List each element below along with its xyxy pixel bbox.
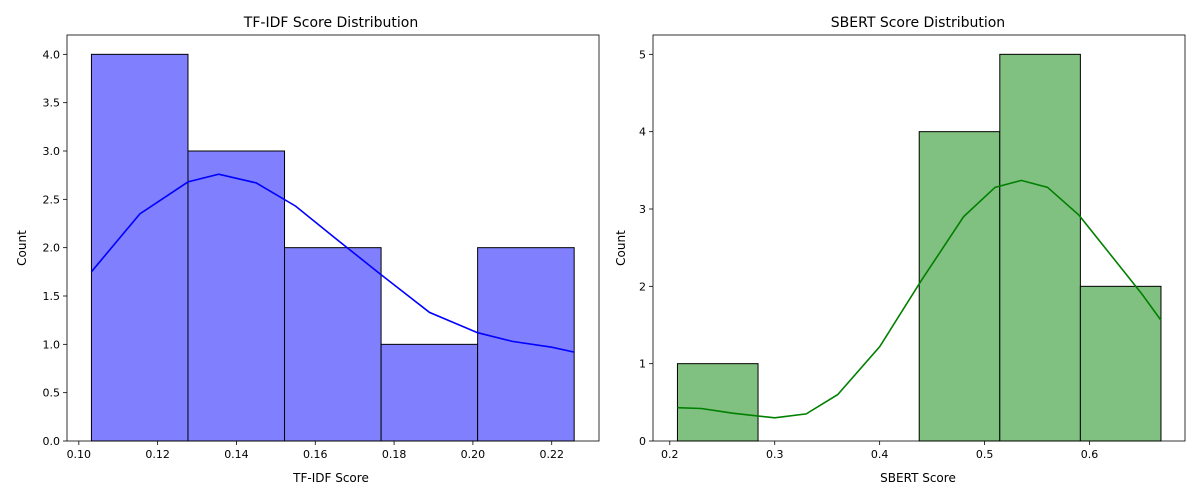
- x-tick-label: 0.22: [539, 448, 564, 461]
- x-axis-ticks: 0.10 0.12 0.14 0.16 0.18 0.20 0.22: [67, 441, 564, 461]
- y-tick-label: 0.0: [43, 435, 61, 448]
- x-tick-label: 0.4: [871, 448, 889, 461]
- x-tick-label: 0.16: [303, 448, 328, 461]
- y-tick-label: 5: [639, 48, 646, 61]
- histogram-bars: [676, 53, 1162, 442]
- y-tick-label: 2: [639, 280, 646, 293]
- y-tick-label: 3: [639, 203, 646, 216]
- histogram-bar: [999, 53, 1081, 442]
- x-tick-label: 0.6: [1081, 448, 1099, 461]
- histogram-bar: [284, 247, 382, 442]
- x-axis-ticks: 0.2 0.3 0.4 0.5 0.6: [661, 441, 1098, 461]
- x-axis-label: SBERT Score: [880, 471, 956, 485]
- plot-frame: [66, 34, 600, 442]
- x-tick-label: 0.5: [976, 448, 994, 461]
- y-tick-label: 1: [639, 358, 646, 371]
- histogram-bar: [918, 131, 1001, 442]
- y-tick-label: 3.5: [43, 97, 61, 110]
- histogram-bars: [90, 53, 575, 442]
- y-axis-label: Count: [614, 230, 628, 266]
- y-tick-label: 2.0: [43, 242, 61, 255]
- y-tick-label: 0: [639, 435, 646, 448]
- chart-title: TF-IDF Score Distribution: [243, 15, 418, 31]
- tfidf-histogram-panel: TF-IDF Score Distribution TF-IDF Score C…: [15, 15, 600, 485]
- histogram-bar: [187, 150, 286, 442]
- chart-title: SBERT Score Distribution: [831, 15, 1005, 31]
- sbert-histogram-panel: SBERT Score Distribution SBERT Score Cou…: [614, 15, 1186, 485]
- histogram-bar: [1079, 285, 1162, 442]
- y-tick-label: 1.0: [43, 338, 61, 351]
- kde-curve: [677, 179, 1162, 419]
- kde-curve: [90, 173, 575, 353]
- histogram-bar: [477, 247, 575, 442]
- y-tick-label: 4.0: [43, 48, 61, 61]
- histogram-bar: [380, 343, 479, 442]
- kde-curve-group: [677, 179, 1162, 419]
- plot-frame: [652, 34, 1186, 442]
- y-tick-label: 3.0: [43, 145, 61, 158]
- x-tick-label: 0.3: [766, 448, 784, 461]
- x-tick-label: 0.20: [461, 448, 486, 461]
- y-tick-label: 4: [639, 126, 646, 139]
- kde-curve-group: [90, 173, 575, 353]
- x-tick-label: 0.18: [382, 448, 407, 461]
- x-axis-label: TF-IDF Score: [292, 471, 369, 485]
- x-tick-label: 0.2: [661, 448, 679, 461]
- y-axis-ticks: 0 1 2 3 4 5: [639, 48, 653, 448]
- histogram-bar: [90, 53, 189, 442]
- x-tick-label: 0.10: [67, 448, 92, 461]
- y-tick-label: 1.5: [43, 290, 61, 303]
- y-axis-label: Count: [15, 230, 29, 266]
- histogram-bar: [676, 363, 759, 442]
- x-tick-label: 0.12: [145, 448, 170, 461]
- x-tick-label: 0.14: [224, 448, 249, 461]
- y-axis-ticks: 0.0 0.5 1.0 1.5 2.0 2.5 3.0 3.5 4.0: [43, 48, 67, 448]
- y-tick-label: 0.5: [43, 387, 61, 400]
- y-tick-label: 2.5: [43, 193, 61, 206]
